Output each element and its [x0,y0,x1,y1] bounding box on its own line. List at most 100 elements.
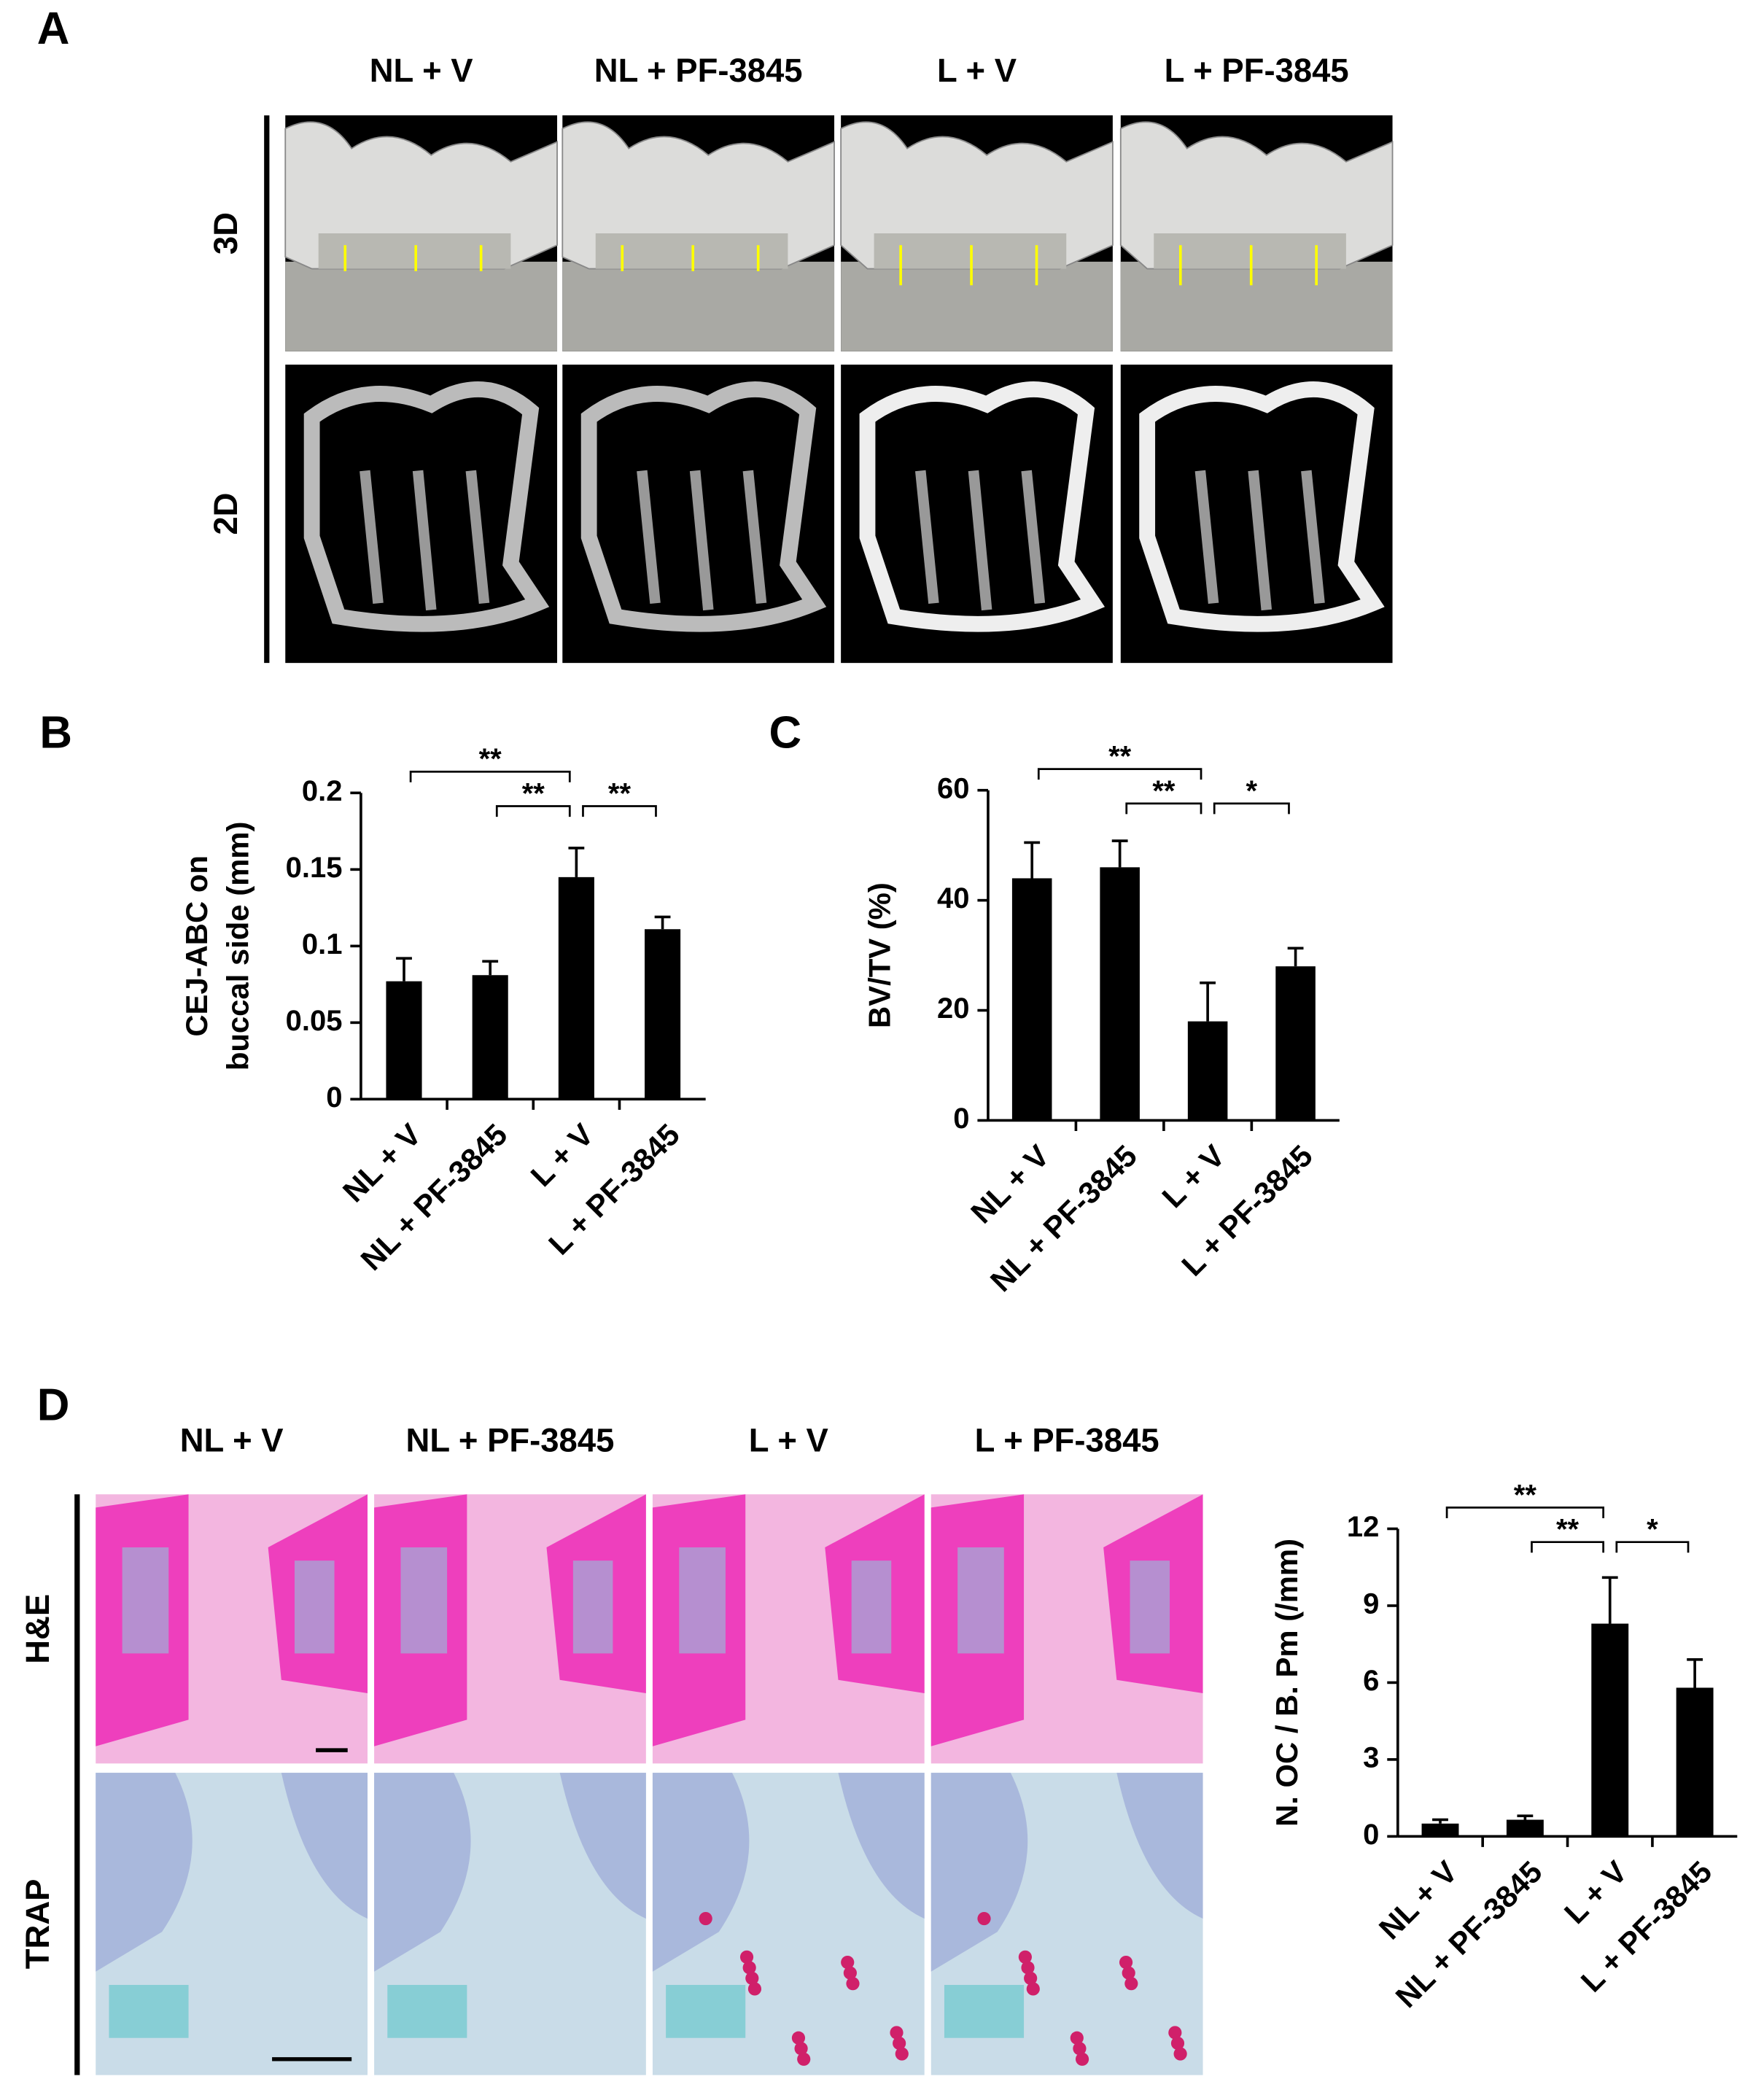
significance-bracket [495,805,571,817]
y-tick-label: 40 [937,882,970,914]
trap-cell [797,2052,811,2066]
bar [645,929,681,1100]
tooth-outline [580,381,827,632]
pulp [400,1547,448,1654]
panel-label: D [37,1380,70,1430]
bar [472,975,508,1100]
error-bar [654,915,671,930]
y-tick-label: 0.2 [302,775,343,807]
trap-cell [1075,2052,1089,2066]
micrograph [96,1773,368,2075]
trap-cell [791,2031,806,2045]
significance-bracket [1125,802,1202,815]
bone [562,261,835,351]
micrograph [284,115,558,351]
pulp [1130,1561,1170,1654]
significance-bracket [1445,1507,1605,1518]
significance-bracket [1213,802,1290,815]
tooth [96,1773,368,1972]
trap-cell [699,1911,712,1926]
significance-label: * [1246,775,1258,807]
y-tick-label: 9 [1363,1588,1379,1620]
micrograph [374,1494,646,1764]
bar [1421,1823,1459,1837]
row-label: TRAP [19,1878,56,1969]
column-header: L + PF-3845 [1165,52,1349,89]
bar [1100,867,1140,1121]
x-tick-label: L + V [524,1117,600,1193]
column-header: NL + PF-3845 [594,52,803,89]
x-tick-label: L + V [1558,1854,1633,1930]
panel-label: A [37,4,70,54]
trap-cell [893,2036,906,2051]
micrograph [841,365,1113,664]
stain [387,1984,467,2038]
row-label: H&E [19,1594,56,1664]
significance-label: ** [1152,775,1176,807]
micrograph [562,115,835,351]
trap-cell [846,1977,860,1991]
y-tick-label: 0.15 [286,852,343,884]
x-tick-label: L + V [1155,1138,1231,1214]
bone [1120,261,1393,351]
tooth [284,121,558,270]
y-axis-label: CEJ-ABC on [179,855,214,1037]
row-label: 2D [207,493,244,535]
column-header: NL + V [370,52,473,89]
micrograph [1120,365,1393,664]
trap-cell [841,1955,855,1970]
pulp [122,1547,169,1654]
trap-cell [1070,2031,1084,2045]
error-bar [1287,947,1304,967]
trap-cell [1168,2026,1182,2040]
column-header: L + V [937,52,1017,89]
y-tick-label: 6 [1363,1665,1379,1697]
column-header: NL + PF-3845 [406,1421,615,1458]
y-tick-label: 60 [937,772,970,804]
micrograph [840,115,1114,351]
tooth [652,1773,925,1972]
bar [386,981,422,1100]
root [360,470,490,611]
root [914,470,1046,611]
tooth [562,121,835,270]
micrograph [930,1494,1203,1764]
trap-cell [1024,1971,1038,1985]
bar [1676,1687,1714,1837]
micrograph [562,365,835,664]
trap-cell [1026,1982,1040,1996]
error-bar [568,847,585,877]
significance-bracket [1037,768,1202,780]
tooth [374,1773,646,1972]
column-header: L + V [749,1421,828,1458]
trap-cell [1021,1961,1035,1975]
row-label: 3D [207,212,244,254]
pulp [957,1547,1004,1654]
trap-cell [742,1961,756,1975]
error-bar [1687,1657,1703,1688]
bar [1011,878,1052,1121]
trap-cell [895,2047,909,2061]
y-tick-label: 0 [953,1103,969,1135]
micrograph [1119,115,1394,351]
y-axis-label: buccal side (mm) [220,822,255,1071]
trap-cell [977,1911,991,1926]
stain [109,1984,189,2038]
bar [1591,1623,1629,1837]
error-bar [1024,841,1041,879]
trap-cell [745,1971,759,1985]
tooth-outline [303,381,550,632]
pulp [294,1561,335,1654]
error-bar [482,960,499,976]
micrograph [374,1773,646,2075]
significance-label: * [1647,1514,1658,1546]
pulp [679,1547,726,1654]
y-tick-label: 0 [326,1081,342,1114]
trap-cell [794,2042,808,2056]
trap-cell [1124,1977,1138,1991]
error-bar [1517,1814,1534,1820]
tooth-outline [859,381,1106,632]
trap-cell [1170,2036,1185,2051]
bar [1506,1819,1544,1837]
error-bar [1432,1818,1448,1824]
